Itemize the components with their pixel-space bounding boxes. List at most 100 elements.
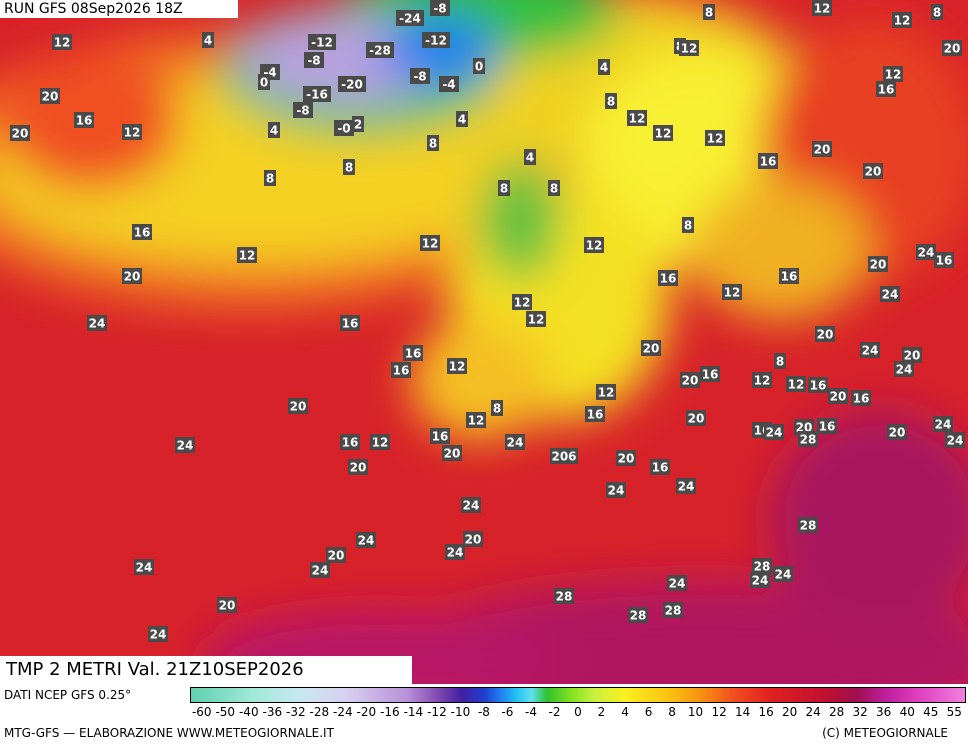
isotherm-label: 20: [350, 461, 367, 475]
isotherm-label: 12: [655, 127, 672, 141]
isotherm-label: -8: [307, 54, 320, 68]
tick-label: 45: [923, 705, 939, 719]
tick-label: 2: [597, 705, 606, 719]
isotherm-label: 12: [681, 42, 698, 56]
label-box: [686, 410, 706, 426]
label-box: [934, 252, 954, 268]
isotherm-label: 0: [260, 76, 268, 90]
isotherm-label: 20: [889, 426, 906, 440]
isotherm-label: 8: [493, 402, 501, 416]
label-box: [653, 125, 673, 141]
label-box: [902, 347, 922, 363]
isotherm-label: 20: [688, 412, 705, 426]
tick-label: 28: [829, 705, 845, 719]
label-box: [340, 315, 360, 331]
isotherm-label: 20: [328, 549, 345, 563]
label-box: [798, 431, 818, 447]
label-box: [863, 163, 883, 179]
label-box: [430, 428, 450, 444]
label-box: [217, 597, 237, 613]
label-box: [550, 448, 578, 464]
isotherm-label: 4: [600, 61, 608, 75]
label-box: [916, 244, 936, 260]
isotherm-label: 24: [89, 317, 106, 331]
isotherm-label: 12: [586, 239, 603, 253]
label-box: [442, 445, 462, 461]
tick-label: -12: [427, 705, 447, 719]
tick-label: -60: [191, 705, 212, 719]
isotherm-label: 8: [705, 6, 713, 20]
isotherm-label: -12: [425, 34, 447, 48]
label-box: [356, 532, 376, 548]
isotherm-label: 24: [882, 288, 899, 302]
isotherm-label: 8: [607, 95, 615, 109]
isotherm-label: 12: [239, 249, 256, 263]
isotherm-label: 12: [372, 436, 389, 450]
label-box: [554, 588, 574, 604]
isotherm-label: 20: [219, 599, 236, 613]
label-box: [676, 478, 696, 494]
isotherm-label: -28: [369, 44, 391, 58]
isotherm-label: 24: [358, 534, 375, 548]
isotherm-label: 20: [618, 452, 635, 466]
label-box: [122, 268, 142, 284]
label-box: [679, 40, 699, 56]
isotherm-label: 16: [878, 83, 895, 97]
isotherm-label: 24: [463, 499, 480, 513]
tick-label: 55: [946, 705, 962, 719]
label-box: [396, 10, 424, 26]
isotherm-label: 20: [124, 270, 141, 284]
tick-label: -50: [215, 705, 236, 719]
isotherm-label: 28: [665, 604, 682, 618]
label-box: [293, 102, 313, 118]
isotherm-label: 24: [896, 363, 913, 377]
label-box: [10, 125, 30, 141]
label-box: [585, 406, 605, 422]
label-box: [779, 268, 799, 284]
label-box: [526, 311, 546, 327]
isotherm-label: 20: [830, 390, 847, 404]
isotherm-label: 12: [468, 414, 485, 428]
label-box: [326, 547, 346, 563]
label-box: [268, 122, 280, 138]
isotherm-label: 16: [393, 364, 410, 378]
label-box: [348, 459, 368, 475]
isotherm-label: 12: [422, 237, 439, 251]
tick-label: -40: [238, 705, 259, 719]
isotherm-label: 8: [429, 137, 437, 151]
tick-label: -32: [286, 705, 306, 719]
label-box: [366, 42, 394, 58]
label-box: [752, 558, 772, 574]
isotherm-label: 12: [894, 14, 911, 28]
isotherm-label: -12: [311, 36, 333, 50]
label-box: [420, 235, 440, 251]
label-box: [817, 418, 837, 434]
isotherm-label: 16: [936, 254, 953, 268]
isotherm-label: 12: [754, 374, 771, 388]
isotherm-label: 16: [432, 430, 449, 444]
tick-label: -28: [309, 705, 330, 719]
isotherm-label: 24: [947, 434, 964, 448]
label-box: [682, 217, 694, 233]
label-box: [391, 362, 411, 378]
label-box: [343, 159, 355, 175]
tick-label: 24: [805, 705, 821, 719]
isotherm-label: 24: [507, 436, 524, 450]
label-box: [122, 124, 142, 140]
tick-label: 4: [621, 705, 629, 719]
label-box: [237, 247, 257, 263]
label-box: [942, 40, 962, 56]
tick-label: -14: [403, 705, 424, 719]
footer-left: MTG-GFS — ELABORAZIONE WWW.METEOGIORNALE…: [4, 726, 334, 740]
isotherm-label: 16: [652, 461, 669, 475]
label-box: [548, 180, 560, 196]
tick-label: -20: [356, 705, 377, 719]
label-box: [456, 111, 468, 127]
label-box: [202, 32, 214, 48]
label-box: [422, 32, 450, 48]
isotherm-label: 12: [724, 286, 741, 300]
isotherm-label: 20: [944, 42, 961, 56]
label-box: [308, 34, 336, 50]
isotherm-label: 8: [933, 6, 941, 20]
isotherm-label: 12: [124, 126, 141, 140]
